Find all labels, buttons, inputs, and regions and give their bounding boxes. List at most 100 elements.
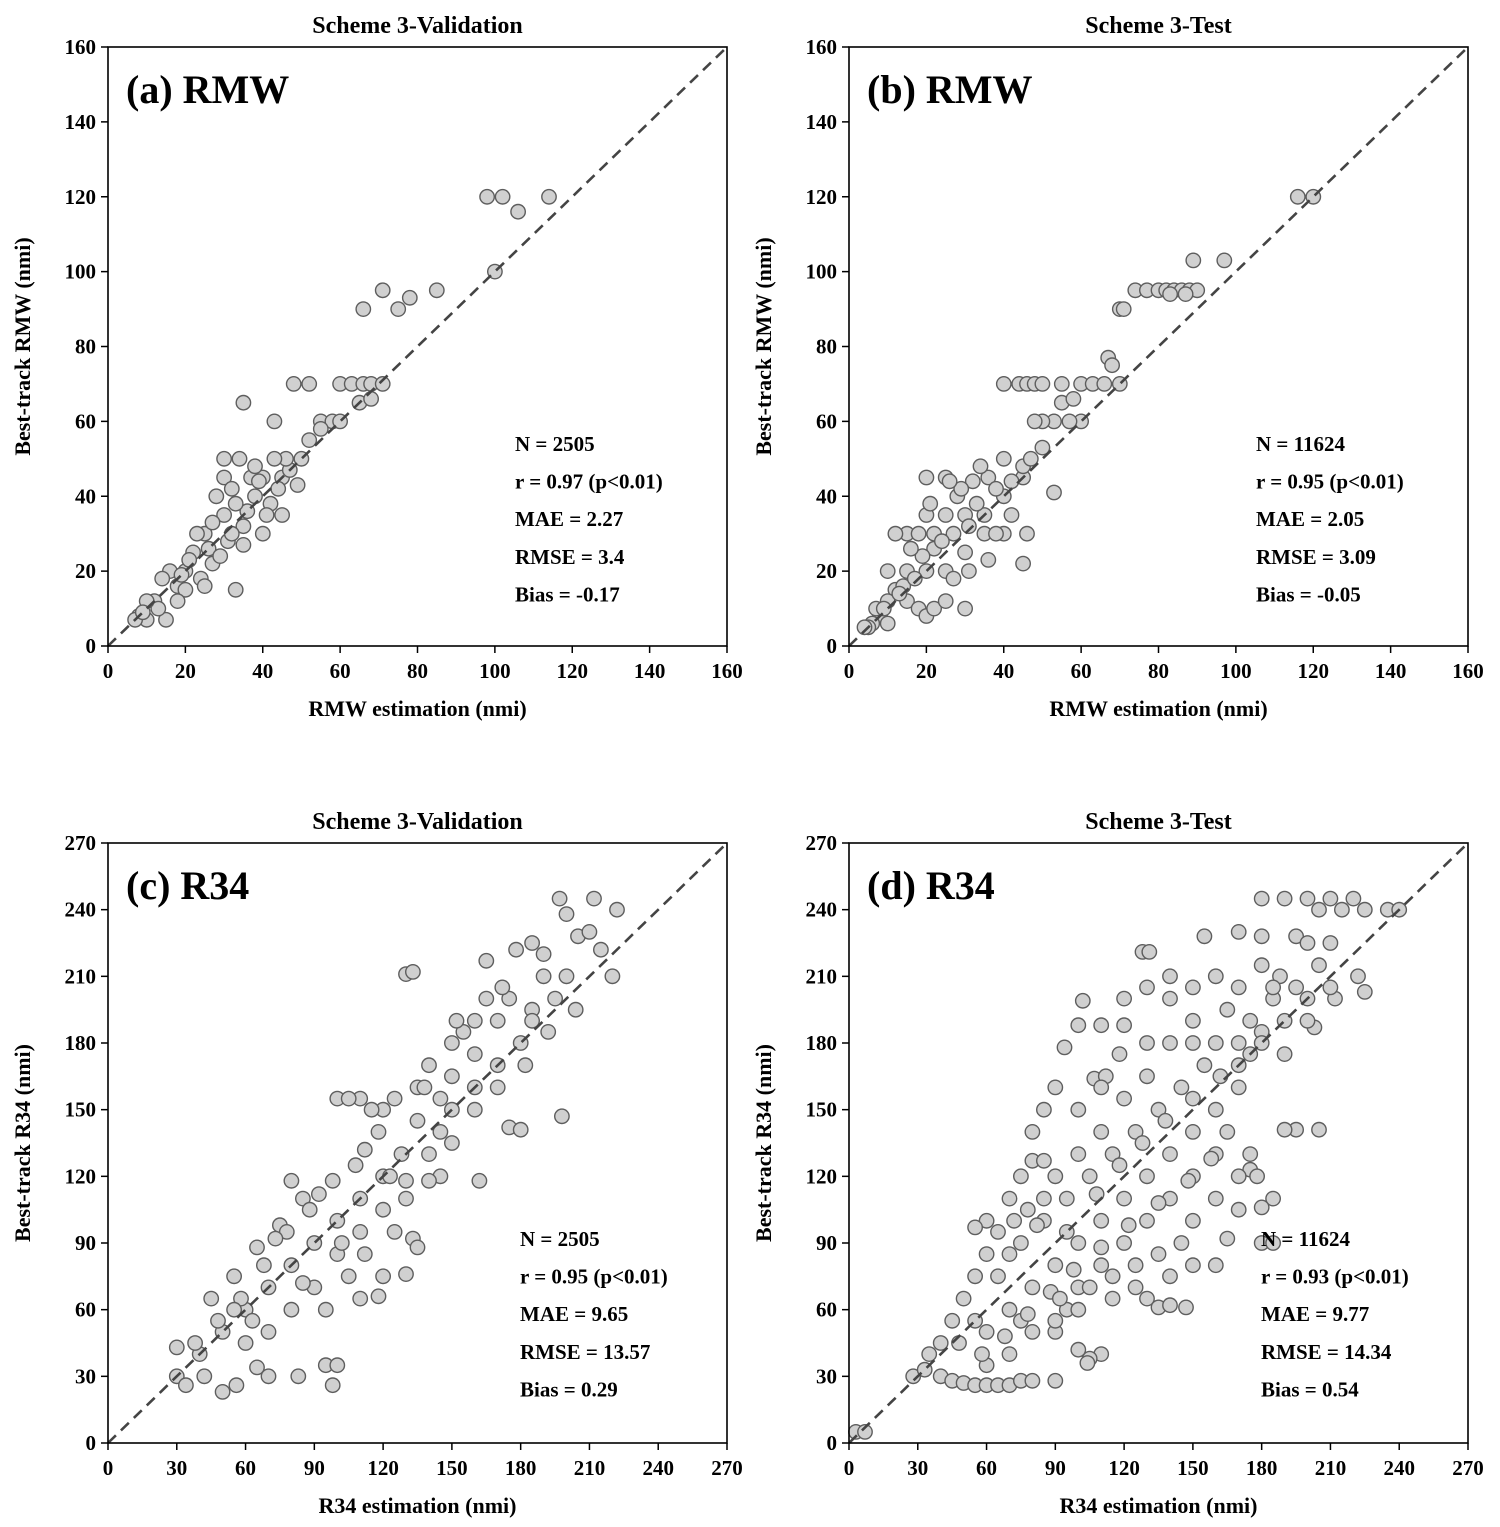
data-point	[939, 594, 953, 608]
data-point	[1028, 414, 1042, 428]
data-point	[287, 377, 301, 391]
data-point	[1163, 969, 1177, 983]
data-point	[256, 527, 270, 541]
y-tick-label: 140	[65, 110, 97, 134]
y-tick-label: 80	[816, 335, 837, 359]
data-point	[1186, 1214, 1200, 1228]
data-point	[1151, 1247, 1165, 1261]
data-point	[1053, 1291, 1067, 1305]
x-tick-label: 0	[103, 659, 114, 683]
data-point	[479, 954, 493, 968]
data-point	[364, 1103, 378, 1117]
data-point	[1232, 1036, 1246, 1050]
data-point	[1016, 556, 1030, 570]
data-point	[1071, 1103, 1085, 1117]
data-point	[1158, 1114, 1172, 1128]
data-point	[610, 903, 624, 917]
data-point	[348, 1158, 362, 1172]
data-point	[1014, 1169, 1028, 1183]
data-point	[229, 583, 243, 597]
panel-label: (b) RMW	[867, 67, 1033, 112]
x-tick-label: 0	[103, 1456, 114, 1480]
stat-line: MAE = 9.65	[520, 1302, 628, 1326]
data-point	[376, 283, 390, 297]
data-point	[1335, 903, 1349, 917]
x-tick-label: 30	[907, 1456, 928, 1480]
data-point	[229, 497, 243, 511]
stat-line: RMSE = 13.57	[520, 1340, 650, 1364]
data-point	[236, 538, 250, 552]
data-point	[989, 482, 1003, 496]
data-point	[261, 1325, 275, 1339]
data-point	[1004, 508, 1018, 522]
data-point	[888, 527, 902, 541]
data-point	[1186, 980, 1200, 994]
data-point	[1066, 392, 1080, 406]
data-point	[303, 1203, 317, 1217]
data-point	[155, 571, 169, 585]
data-point	[342, 1269, 356, 1283]
data-point	[182, 553, 196, 567]
x-axis-label: R34 estimation (nmi)	[319, 1493, 517, 1518]
data-point	[1122, 1218, 1136, 1232]
x-axis-label: RMW estimation (nmi)	[1049, 696, 1267, 721]
y-axis-label: Best-track R34 (nmi)	[751, 1044, 776, 1242]
data-point	[399, 1267, 413, 1281]
data-point	[1105, 1269, 1119, 1283]
y-tick-label: 160	[65, 35, 97, 59]
data-point	[998, 1329, 1012, 1343]
data-point	[975, 1347, 989, 1361]
y-tick-label: 120	[806, 185, 838, 209]
x-tick-label: 90	[304, 1456, 325, 1480]
x-tick-label: 20	[175, 659, 196, 683]
data-point	[1071, 1343, 1085, 1357]
data-point	[1083, 1169, 1097, 1183]
stat-line: r = 0.95 (p<0.01)	[1256, 470, 1404, 494]
data-point	[1048, 1169, 1062, 1183]
data-point	[1035, 377, 1049, 391]
y-tick-label: 0	[827, 1431, 838, 1455]
y-tick-label: 40	[816, 484, 837, 508]
data-point	[291, 1369, 305, 1383]
data-point	[252, 474, 266, 488]
y-tick-label: 60	[75, 409, 96, 433]
data-point	[946, 571, 960, 585]
data-point	[1358, 985, 1372, 999]
data-point	[1300, 936, 1314, 950]
data-point	[1174, 1080, 1188, 1094]
x-tick-label: 0	[844, 1456, 855, 1480]
data-point	[1186, 253, 1200, 267]
data-point	[1213, 1069, 1227, 1083]
data-point	[371, 1289, 385, 1303]
data-point	[353, 1291, 367, 1305]
data-point	[555, 1109, 569, 1123]
data-point	[248, 459, 262, 473]
x-tick-label: 80	[407, 659, 428, 683]
data-point	[217, 452, 231, 466]
y-tick-label: 180	[65, 1031, 97, 1055]
data-point	[1186, 1036, 1200, 1050]
x-tick-label: 120	[1298, 659, 1330, 683]
data-point	[1128, 1280, 1142, 1294]
y-tick-label: 210	[806, 964, 838, 988]
data-point	[1163, 991, 1177, 1005]
data-point	[1076, 994, 1090, 1008]
y-axis-label: Best-track RMW (nmi)	[10, 237, 35, 455]
data-point	[1209, 1191, 1223, 1205]
one-to-one-line	[108, 47, 727, 646]
data-point	[1025, 1325, 1039, 1339]
data-point	[1358, 903, 1372, 917]
data-point	[198, 579, 212, 593]
data-point	[956, 1291, 970, 1305]
y-tick-label: 150	[806, 1098, 838, 1122]
stat-line: Bias = 0.54	[1261, 1377, 1359, 1401]
data-point	[1140, 1169, 1154, 1183]
data-point	[1209, 1036, 1223, 1050]
data-point	[1232, 1080, 1246, 1094]
data-point	[1048, 1258, 1062, 1272]
data-point	[358, 1247, 372, 1261]
data-point	[449, 1014, 463, 1028]
data-point	[1094, 1018, 1108, 1032]
data-point	[403, 291, 417, 305]
data-point	[1346, 891, 1360, 905]
